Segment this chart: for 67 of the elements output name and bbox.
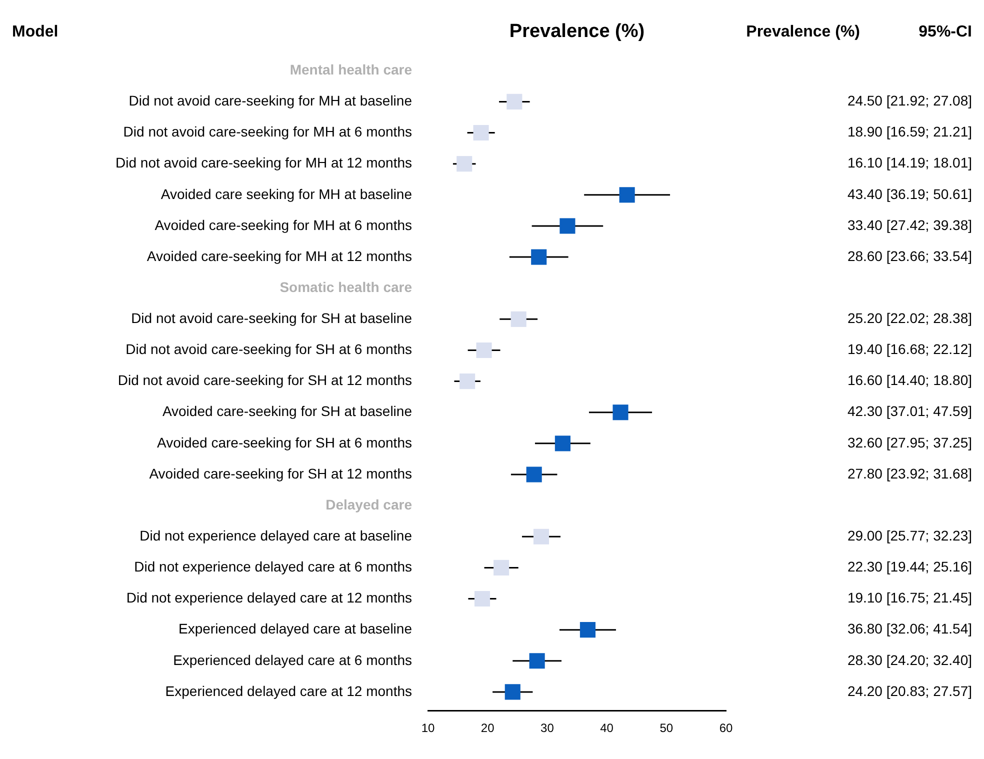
y-tick-label: Avoided care-seeking for SH at 6 months — [157, 434, 412, 450]
data-label: 25.20 [22.02; 28.38] — [847, 310, 972, 326]
point — [494, 560, 510, 576]
y-tick-label: Mental health care — [290, 62, 412, 78]
y-tick-label: Avoided care-seeking for MH at 12 months — [146, 248, 412, 264]
data-label: 29.00 [25.77; 32.23] — [847, 527, 972, 544]
y-tick-label: Delayed care — [326, 496, 412, 512]
point — [560, 218, 576, 234]
y-tick-label: Did not avoid care-seeking for MH at 12 months — [116, 154, 412, 171]
y-tick-label: Avoided care-seeking for SH at 12 months — [149, 465, 412, 482]
text: Model — [12, 23, 58, 40]
point — [531, 249, 547, 265]
point — [619, 187, 635, 203]
data-label: 18.90 [16.59; 21.21] — [847, 124, 972, 140]
point — [506, 94, 522, 110]
data-label: 36.80 [32.06; 41.54] — [847, 620, 972, 637]
y-tick-label: Avoided care-seeking for SH at baseline — [162, 403, 412, 420]
point — [456, 156, 472, 172]
y-tick-label: Did not experience delayed care at baseline — [140, 527, 412, 544]
y-tick-label: Did not experience delayed care at 12 months — [126, 590, 412, 606]
text: Prevalence (%) — [746, 23, 860, 40]
x-tick-label: 40 — [600, 721, 614, 736]
y-tick-label: Avoided care-seeking for MH at 6 months — [154, 216, 412, 233]
point — [460, 374, 476, 390]
point — [533, 528, 550, 544]
data-label: 32.60 [27.95; 37.25] — [847, 434, 972, 450]
point — [554, 436, 570, 452]
data-label: 24.20 [20.83; 27.57] — [847, 682, 972, 699]
point — [504, 684, 520, 700]
data-label: 19.40 [16.68; 22.12] — [847, 341, 972, 358]
x-tick-label: 60 — [719, 721, 733, 736]
y-tick-label: Did not avoid care-seeking for SH at 12 months — [118, 372, 412, 388]
x-tick-label: 10 — [421, 721, 435, 736]
data-label: 28.30 [24.20; 32.40] — [847, 652, 972, 668]
data-label: 16.60 [14.40; 18.80] — [847, 372, 972, 388]
x-tick-label: 50 — [660, 721, 674, 736]
x-axis-title: Prevalence (%) — [509, 21, 645, 42]
data-label: 22.30 [19.44; 25.16] — [847, 558, 972, 575]
y-tick-label: Experienced delayed care at baseline — [178, 620, 412, 637]
y-tick-label: Did not experience delayed care at 6 months — [134, 558, 412, 575]
text: 95%-CI — [918, 23, 972, 40]
data-label: 42.30 [37.01; 47.59] — [847, 403, 972, 420]
x-tick-label: 20 — [480, 721, 495, 736]
point — [529, 653, 545, 669]
data-label: 24.50 [21.92; 27.08] — [847, 92, 972, 109]
y-tick-label: Did not avoid care-seeking for MH at 6 months — [123, 124, 412, 140]
data-label: 19.10 [16.75; 21.45] — [847, 590, 972, 606]
y-tick-label: Experienced delayed care at 6 months — [173, 652, 412, 668]
point — [612, 404, 628, 420]
data-label: 16.10 [14.19; 18.01] — [847, 154, 972, 171]
point — [474, 590, 490, 607]
data-label: 28.60 [23.66; 33.54] — [847, 248, 972, 264]
data-label: 43.40 [36.19; 50.61] — [847, 186, 972, 202]
y-tick-label: Avoided care seeking for MH at baseline — [160, 186, 412, 202]
data-label: 33.40 [27.42; 39.38] — [847, 216, 972, 233]
point — [476, 342, 492, 358]
y-tick-label: Experienced delayed care at 12 months — [165, 682, 412, 699]
y-tick-label: Somatic health care — [280, 278, 412, 295]
x-tick-label: 30 — [540, 721, 554, 736]
y-tick-label: Did not avoid care-seeking for MH at baseline — [128, 92, 412, 109]
point — [510, 311, 526, 327]
point — [580, 622, 596, 638]
y-tick-label: Did not avoid care-seeking for SH at baseline — [131, 310, 412, 326]
y-tick-label: Did not avoid care-seeking for SH at 6 months — [126, 341, 412, 358]
point — [473, 124, 489, 141]
point — [526, 466, 542, 482]
data-label: 27.80 [23.92; 31.68] — [847, 465, 972, 482]
